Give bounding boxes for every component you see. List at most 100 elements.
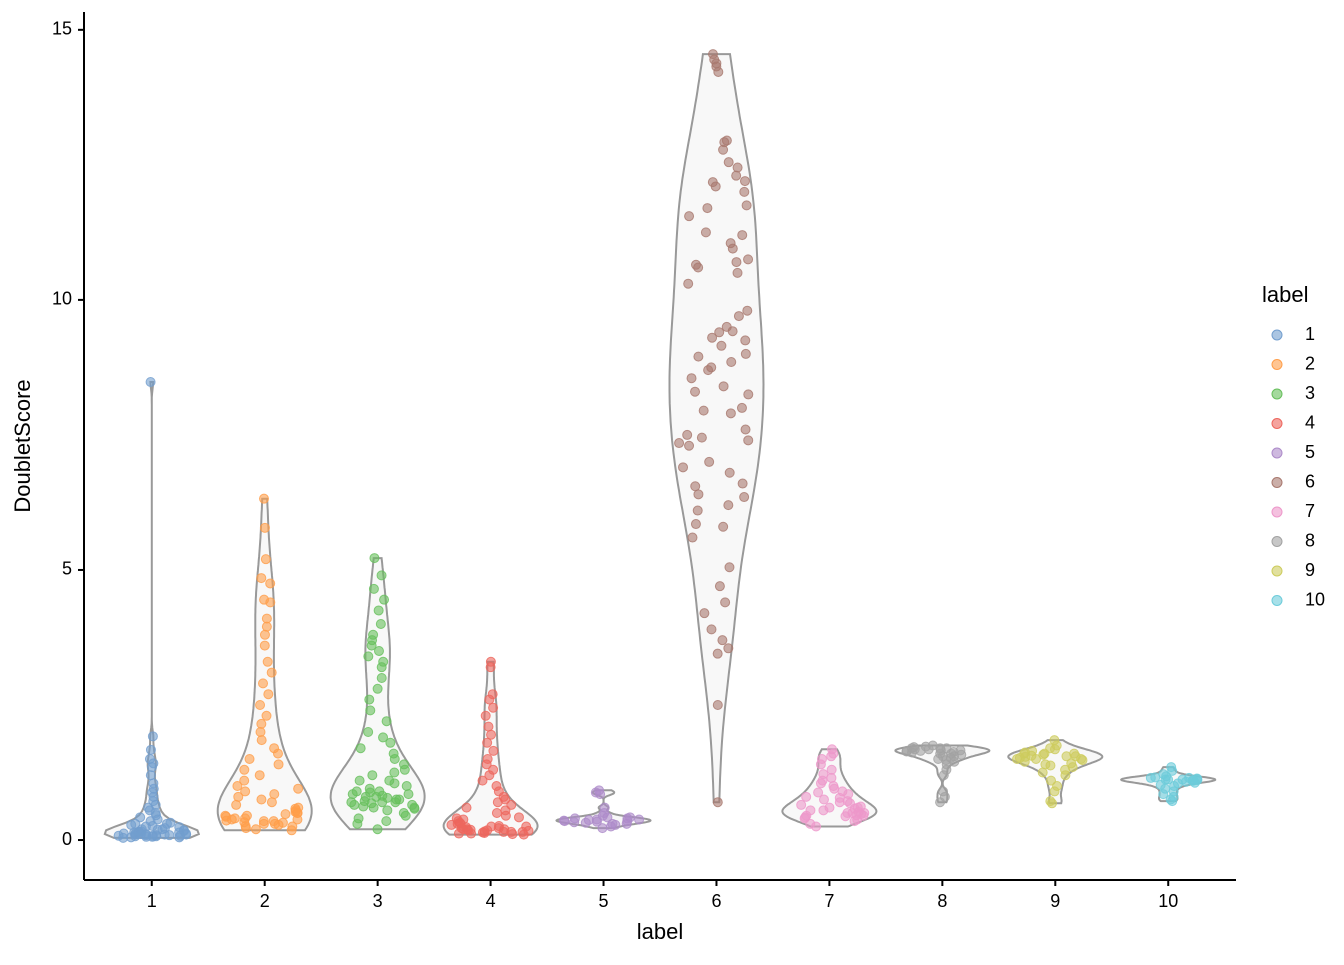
legend-swatch: [1271, 536, 1283, 547]
point: [240, 786, 251, 797]
point: [716, 340, 727, 351]
point: [491, 808, 502, 819]
legend-swatch: [1271, 329, 1283, 341]
point: [826, 772, 837, 783]
point: [712, 797, 723, 808]
point: [145, 376, 156, 387]
point: [381, 716, 392, 727]
point: [262, 656, 273, 667]
point: [180, 828, 191, 839]
point: [727, 243, 738, 254]
point: [1050, 744, 1061, 755]
point: [743, 254, 754, 265]
point: [376, 672, 387, 683]
point: [714, 327, 725, 338]
point: [259, 522, 270, 533]
point: [256, 718, 267, 729]
point: [280, 809, 291, 820]
point: [948, 746, 959, 757]
point: [461, 802, 472, 813]
point: [220, 810, 231, 821]
point: [829, 783, 840, 794]
y-tick-label: 5: [62, 559, 72, 579]
point: [231, 799, 242, 810]
point: [260, 554, 271, 565]
y-tick-label: 15: [52, 19, 72, 39]
point: [488, 702, 499, 713]
point: [724, 562, 735, 573]
point: [363, 651, 374, 662]
point: [678, 462, 689, 473]
point: [801, 791, 812, 802]
x-tick-label: 6: [711, 891, 721, 911]
point: [723, 500, 734, 511]
point: [479, 828, 490, 839]
point: [818, 794, 829, 805]
point: [731, 170, 742, 181]
point: [805, 805, 816, 816]
point: [130, 818, 141, 829]
point: [923, 744, 934, 755]
point: [256, 735, 267, 746]
point: [743, 435, 754, 446]
point: [355, 743, 366, 754]
point: [1037, 767, 1048, 778]
point: [384, 775, 395, 786]
legend-swatch: [1271, 359, 1283, 370]
point: [488, 745, 499, 756]
point: [834, 797, 845, 808]
point: [739, 492, 750, 503]
point: [1167, 796, 1178, 807]
point: [352, 818, 363, 829]
point: [292, 814, 303, 825]
point: [255, 699, 266, 710]
point: [229, 813, 240, 824]
point: [146, 762, 157, 773]
point: [477, 775, 488, 786]
point: [358, 801, 369, 812]
point: [714, 581, 725, 592]
point: [368, 583, 379, 594]
point: [269, 789, 280, 800]
point: [273, 759, 284, 770]
point: [702, 203, 713, 214]
point: [815, 778, 826, 789]
point: [699, 608, 710, 619]
point: [690, 386, 701, 397]
point: [389, 767, 400, 778]
point: [725, 408, 736, 419]
point: [261, 621, 272, 632]
point: [706, 624, 717, 635]
point: [726, 357, 737, 368]
point: [401, 781, 412, 792]
x-tick-label: 8: [937, 891, 947, 911]
point: [674, 438, 685, 449]
point: [1047, 798, 1058, 809]
x-tick-label: 1: [147, 891, 157, 911]
point: [375, 618, 386, 629]
point: [703, 365, 714, 376]
legend-swatch: [1271, 388, 1283, 400]
legend-swatch: [1271, 595, 1283, 606]
legend-swatch: [1271, 506, 1283, 518]
point: [693, 489, 704, 500]
point: [399, 764, 410, 775]
point: [259, 493, 270, 504]
point: [367, 770, 378, 781]
point: [559, 816, 570, 827]
point: [796, 799, 807, 810]
point: [742, 305, 753, 316]
point: [580, 817, 591, 828]
point: [1158, 789, 1169, 800]
point: [266, 667, 277, 678]
point: [376, 570, 387, 581]
point: [906, 743, 917, 754]
point: [394, 794, 405, 805]
legend-label: 5: [1305, 442, 1315, 462]
point: [373, 645, 384, 656]
point: [513, 812, 524, 823]
point: [374, 786, 385, 797]
point: [840, 811, 851, 822]
x-tick-label: 2: [260, 891, 270, 911]
point: [480, 710, 491, 721]
